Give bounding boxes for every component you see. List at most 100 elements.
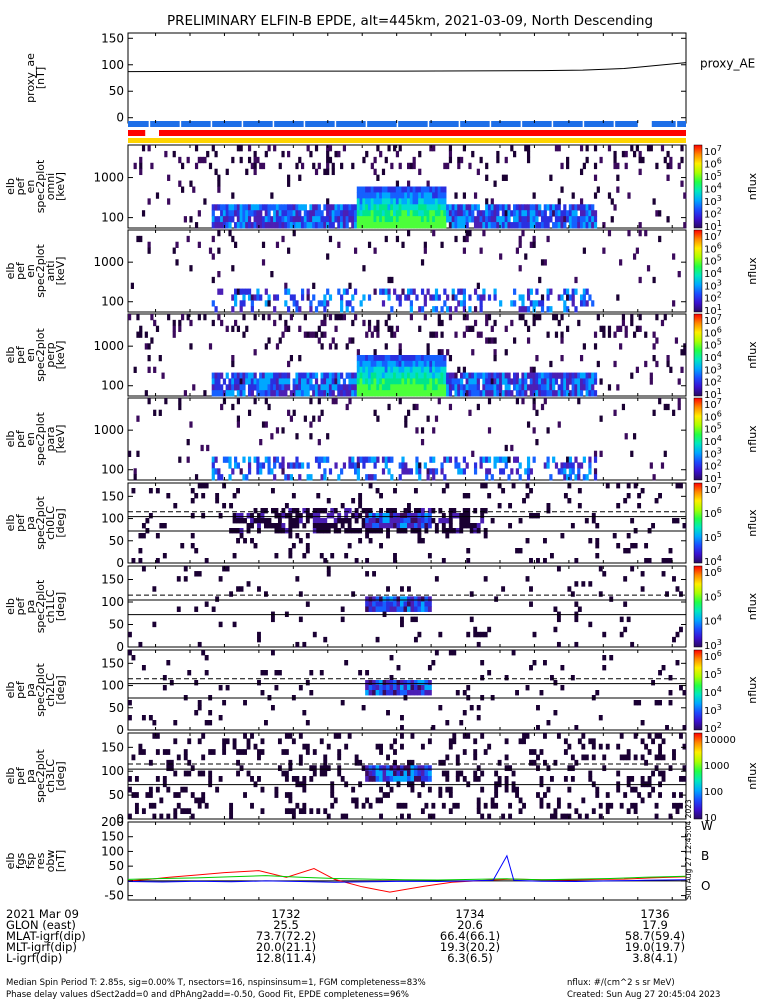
- pa-cell: [549, 675, 554, 681]
- pa-cell: [257, 754, 261, 761]
- spectrogram-cell: [482, 294, 486, 301]
- spectrogram-cell: [407, 390, 411, 397]
- pa-cell: [487, 670, 492, 676]
- spectrogram-cell: [387, 314, 391, 321]
- pa-cell: [413, 601, 418, 607]
- pa-cell: [567, 765, 572, 772]
- spectrogram-cell: [457, 162, 461, 170]
- spectrogram-cell: [418, 474, 422, 481]
- spectrogram-cell: [239, 372, 243, 379]
- spectrogram-cell: [359, 384, 363, 391]
- spectrogram-cell: [554, 204, 559, 211]
- spectrogram-cell: [552, 384, 556, 391]
- spectrogram-cell: [454, 331, 458, 338]
- spectrogram-cell: [287, 474, 291, 481]
- spectrogram-cell: [460, 210, 464, 217]
- pa-cell: [441, 558, 446, 564]
- spectrogram-cell: [429, 355, 433, 362]
- pa-cell: [277, 765, 282, 772]
- spectrogram-cell: [404, 360, 408, 368]
- pa-cell: [441, 759, 446, 766]
- spectrogram-cell: [607, 331, 612, 338]
- spectrogram-cell: [485, 378, 489, 385]
- spectrogram-cell: [314, 378, 319, 385]
- spectrogram-cell: [362, 372, 366, 379]
- spectrogram-cell: [599, 450, 603, 457]
- spectrogram-cell: [398, 349, 402, 356]
- pa-cell: [180, 786, 185, 793]
- spectrogram-cell: [434, 210, 439, 217]
- spectrogram-cell: [345, 222, 349, 229]
- pa-cell: [407, 813, 411, 820]
- spectrogram-cell: [147, 366, 151, 373]
- spectrogram-cell: [295, 384, 299, 391]
- pa-cell: [640, 488, 645, 494]
- spectrogram-cell: [429, 204, 433, 211]
- pa-cell: [417, 770, 422, 777]
- pa-cell: [546, 802, 551, 809]
- spectrogram-cell: [418, 384, 422, 391]
- spectrogram-cell: [312, 162, 316, 170]
- spectrogram-cell: [412, 355, 416, 362]
- pa-cell: [417, 776, 422, 782]
- spectrogram-cell: [471, 150, 475, 158]
- spectrogram-cell: [563, 300, 567, 307]
- spectrogram-cell: [284, 325, 288, 332]
- pa-cell: [473, 738, 478, 745]
- pa-cell: [679, 685, 683, 691]
- spectrogram-cell: [638, 314, 642, 321]
- pa-cell: [218, 685, 223, 691]
- spectrogram-cell: [593, 222, 598, 229]
- pa-cell: [379, 743, 383, 750]
- pa-cell: [494, 802, 499, 809]
- spectrogram-cell: [287, 462, 291, 469]
- spectrogram-cell: [429, 192, 433, 199]
- spectrogram-cell: [292, 462, 296, 469]
- spectrogram-cell: [426, 216, 430, 223]
- pa-cell: [483, 576, 488, 582]
- spectrogram-cell: [155, 192, 160, 199]
- pa-cell: [661, 665, 666, 671]
- spectrogram-cell: [181, 314, 185, 321]
- spectrogram-cell: [270, 390, 274, 397]
- pa-cell: [365, 685, 370, 691]
- spectrogram-cell: [281, 456, 285, 463]
- pa-cell: [375, 596, 380, 602]
- pa-cell: [361, 508, 366, 514]
- pa-cell: [284, 503, 289, 509]
- spectrogram-cell: [259, 390, 263, 397]
- pa-cell: [305, 543, 310, 549]
- pa-cell: [668, 548, 673, 554]
- spectrogram-cell: [367, 222, 372, 229]
- spectrogram-cell: [579, 204, 584, 211]
- spectrogram-cell: [577, 222, 581, 229]
- spectrogram-cell: [404, 372, 408, 379]
- pa-cell: [420, 601, 425, 607]
- pa-cell: [448, 523, 453, 529]
- pa-cell: [570, 776, 575, 782]
- pa-cell: [368, 606, 373, 612]
- pa-cell: [424, 765, 429, 772]
- spectrogram-cell: [490, 216, 494, 223]
- spectrogram-cell: [239, 145, 243, 152]
- spectrogram-cell: [440, 192, 444, 199]
- spectrogram-cell: [331, 216, 335, 223]
- spectrogram-cell: [432, 294, 436, 301]
- pa-cell: [330, 523, 335, 529]
- pa-cell: [372, 571, 377, 577]
- spectrogram-cell: [298, 384, 302, 391]
- spectrogram-cell: [136, 450, 140, 457]
- spectrogram-cell: [239, 378, 243, 385]
- pa-cell: [417, 538, 422, 544]
- spectrogram-cell: [323, 384, 327, 391]
- spectrogram-cell: [479, 247, 483, 254]
- pa-cell: [298, 591, 303, 597]
- spectrogram-cell: [147, 355, 151, 362]
- spectrogram-cell: [234, 372, 238, 379]
- spectrogram-cell: [652, 198, 656, 205]
- spectrogram-cell: [273, 145, 277, 152]
- spectrogram-cell: [245, 474, 249, 481]
- pa-cell: [658, 493, 662, 499]
- spectrogram-cell: [261, 390, 266, 397]
- pa-cell: [379, 513, 383, 519]
